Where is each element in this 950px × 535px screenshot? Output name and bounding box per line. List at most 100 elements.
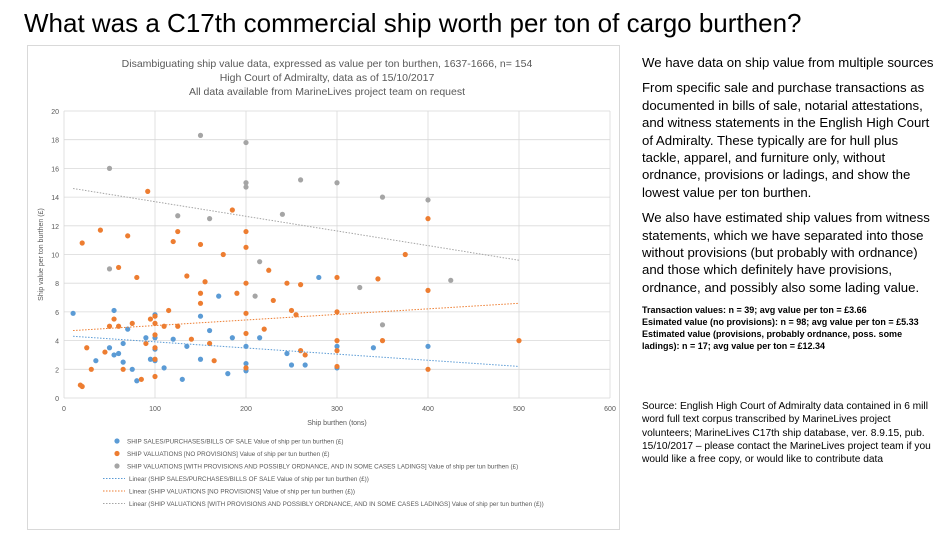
legend-marker bbox=[114, 438, 120, 444]
point bbox=[88, 366, 94, 372]
point bbox=[284, 280, 290, 286]
point bbox=[134, 378, 140, 384]
chart-frame bbox=[27, 45, 620, 530]
point bbox=[284, 350, 290, 357]
x-tick-label: 300 bbox=[331, 406, 343, 413]
point bbox=[334, 338, 340, 344]
point bbox=[207, 327, 213, 334]
point bbox=[179, 376, 185, 382]
point bbox=[116, 264, 122, 271]
point bbox=[243, 360, 249, 367]
point bbox=[102, 349, 108, 355]
point bbox=[197, 300, 204, 306]
paragraph: We also have estimated ship values from … bbox=[642, 210, 930, 295]
trendline bbox=[73, 335, 520, 367]
point bbox=[93, 358, 99, 364]
point bbox=[152, 345, 158, 351]
point bbox=[197, 132, 204, 138]
point bbox=[161, 323, 167, 329]
point bbox=[197, 313, 204, 319]
point bbox=[298, 348, 304, 354]
point bbox=[379, 194, 386, 200]
point bbox=[120, 340, 126, 347]
point bbox=[298, 282, 304, 288]
y-tick-label: 14 bbox=[51, 195, 59, 202]
point bbox=[334, 343, 340, 349]
point bbox=[379, 338, 386, 344]
x-axis-label: Ship burthen (tons) bbox=[307, 420, 367, 427]
point bbox=[252, 293, 258, 299]
point bbox=[229, 207, 235, 213]
chart: Disambiguating ship value data, expresse… bbox=[27, 45, 620, 530]
paragraph: We have data on ship value from multiple… bbox=[642, 55, 934, 70]
legend-label: Linear (SHIP VALUATIONS [NO PROVISIONS] … bbox=[129, 489, 355, 496]
point bbox=[197, 290, 204, 296]
side-text: We have data on ship value from multiple… bbox=[642, 54, 934, 474]
point bbox=[302, 362, 308, 368]
point bbox=[116, 323, 122, 329]
y-tick-label: 10 bbox=[51, 253, 59, 260]
point bbox=[261, 326, 267, 332]
point bbox=[170, 238, 176, 245]
y-tick-label: 16 bbox=[51, 166, 59, 173]
legend-marker bbox=[114, 463, 120, 469]
point bbox=[197, 356, 204, 362]
point bbox=[79, 240, 85, 246]
point bbox=[111, 316, 117, 322]
legend-label: SHIP VALUATIONS [NO PROVISIONS] Value of… bbox=[127, 451, 330, 458]
point bbox=[370, 345, 376, 351]
x-tick-label: 100 bbox=[149, 406, 161, 413]
point bbox=[516, 338, 522, 344]
point bbox=[243, 228, 249, 235]
point bbox=[279, 211, 285, 217]
point bbox=[243, 139, 249, 146]
trendline bbox=[73, 302, 520, 332]
point bbox=[288, 362, 295, 368]
point bbox=[234, 290, 240, 296]
point bbox=[152, 373, 158, 380]
point bbox=[243, 310, 249, 316]
point bbox=[170, 336, 176, 342]
chart-title: High Court of Admiralty, data as of 15/1… bbox=[220, 72, 435, 84]
point bbox=[175, 213, 181, 219]
point bbox=[138, 376, 144, 382]
point bbox=[111, 307, 117, 314]
point bbox=[375, 276, 381, 282]
point bbox=[243, 330, 249, 337]
point bbox=[402, 251, 408, 258]
point bbox=[145, 188, 151, 194]
point bbox=[147, 356, 154, 362]
point bbox=[116, 350, 122, 357]
point bbox=[425, 216, 431, 222]
slide-title: What was a C17th commercial ship worth p… bbox=[24, 8, 802, 38]
point bbox=[243, 244, 249, 250]
point bbox=[129, 320, 135, 326]
legend-label: SHIP SALES/PURCHASES/BILLS OF SALE Value… bbox=[127, 439, 343, 446]
stats: Transaction values: n = 39; avg value pe… bbox=[642, 304, 934, 352]
point bbox=[125, 233, 131, 239]
point bbox=[152, 320, 158, 326]
point bbox=[184, 343, 190, 349]
point bbox=[152, 356, 158, 362]
point bbox=[216, 293, 222, 299]
y-axis-label: Ship value per ton burthen (£) bbox=[38, 208, 45, 301]
y-tick-label: 6 bbox=[55, 310, 59, 317]
x-tick-label: 0 bbox=[62, 406, 66, 413]
stat-line: Esimated value (no provisions): n = 98; … bbox=[642, 317, 919, 328]
point bbox=[120, 366, 126, 372]
y-tick-label: 0 bbox=[55, 396, 59, 403]
point bbox=[106, 266, 113, 272]
y-tick-label: 2 bbox=[55, 367, 59, 374]
point bbox=[202, 279, 208, 285]
point bbox=[143, 340, 149, 347]
point bbox=[106, 165, 113, 171]
x-tick-label: 600 bbox=[604, 406, 616, 413]
paragraph: From specific sale and purchase transact… bbox=[642, 80, 930, 200]
point bbox=[175, 228, 181, 235]
y-tick-label: 12 bbox=[51, 224, 59, 231]
point bbox=[111, 352, 117, 358]
point bbox=[211, 358, 217, 364]
point bbox=[425, 197, 431, 203]
point bbox=[425, 343, 431, 349]
point bbox=[125, 326, 131, 332]
